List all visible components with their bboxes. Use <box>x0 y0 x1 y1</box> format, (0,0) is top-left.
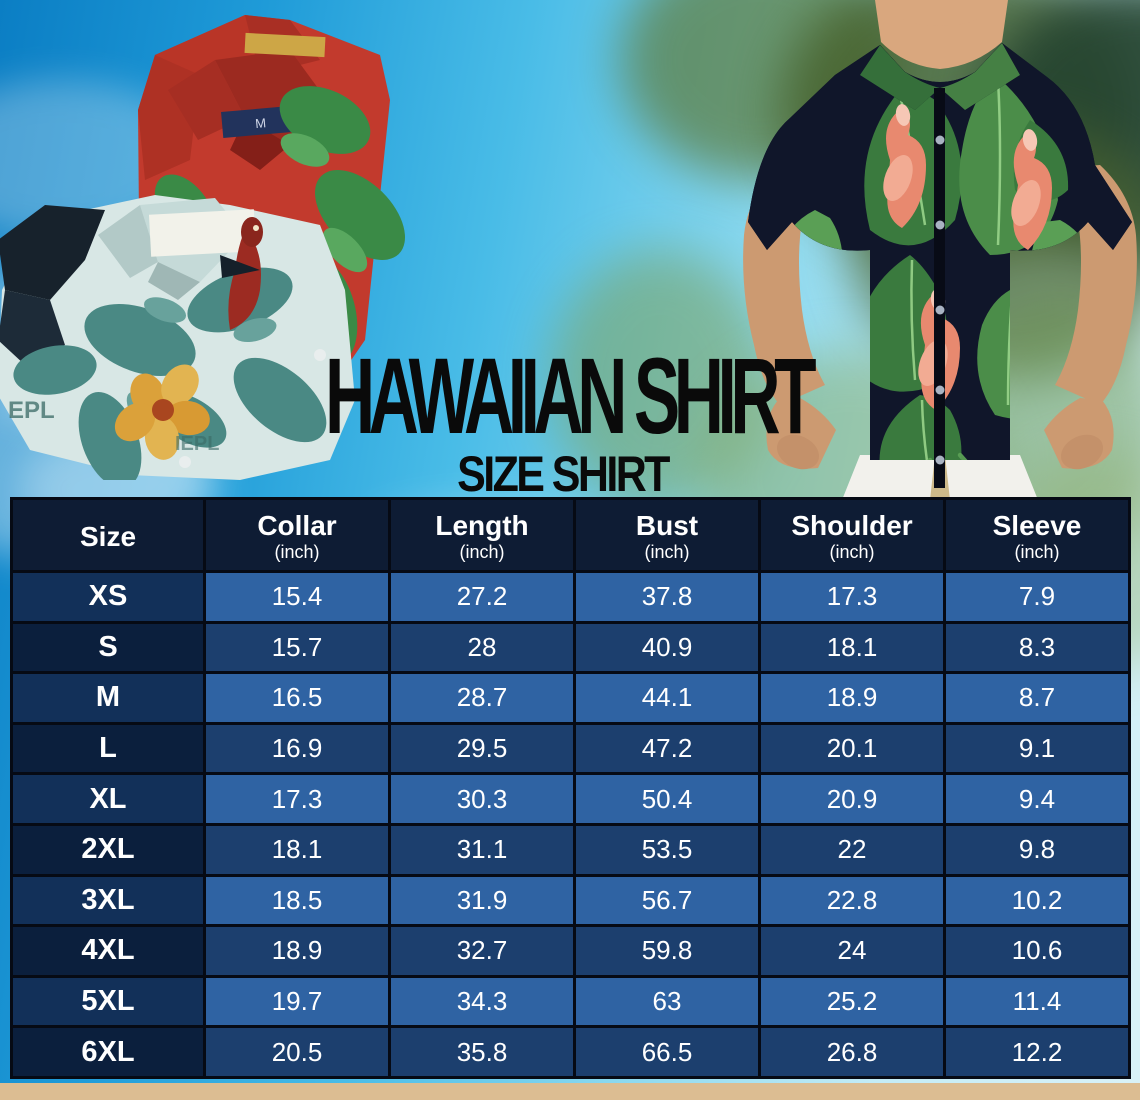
svg-text:M: M <box>255 115 267 131</box>
svg-text:IEPL: IEPL <box>175 433 219 455</box>
svg-text:EPL: EPL <box>8 397 55 424</box>
